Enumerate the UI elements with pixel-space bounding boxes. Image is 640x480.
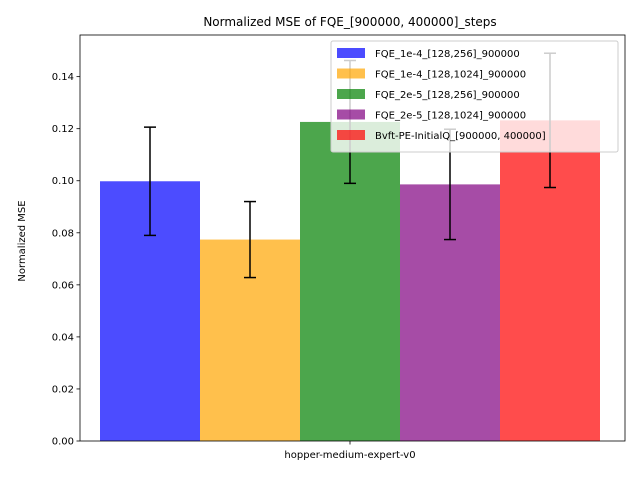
legend-swatch-5	[337, 130, 365, 140]
legend-label-4: FQE_2e-5_[128,1024]_900000	[375, 111, 526, 122]
y-axis: 0.00 0.02 0.04 0.06 0.08 0.10 0.12 0.14	[52, 72, 80, 448]
legend-frame	[330, 40, 619, 153]
x-axis: hopper-medium-expert-v0	[284, 441, 416, 461]
y-tick-label: 0.02	[52, 384, 74, 395]
legend-swatch-4	[337, 109, 365, 120]
legend: FQE_1e-4_[128,256]_900000 FQE_1e-4_[128,1…	[330, 40, 619, 153]
y-tick-label: 0.04	[52, 332, 74, 343]
y-tick-label: 0.10	[52, 176, 74, 187]
legend-label-5: Bvft-PE-InitialQ_[900000, 400000]	[375, 131, 546, 142]
y-tick-label: 0.00	[52, 437, 74, 448]
chart-title: Normalized MSE of FQE_[900000, 400000]_s…	[203, 15, 496, 29]
y-tick-label: 0.08	[52, 228, 74, 239]
legend-swatch-3	[337, 89, 365, 99]
legend-label-2: FQE_1e-4_[128,1024]_900000	[375, 70, 526, 81]
y-tick-label: 0.14	[52, 72, 74, 83]
plot-frame	[79, 34, 626, 442]
legend-label-1: FQE_1e-4_[128,256]_900000	[375, 49, 520, 60]
y-axis-label: Normalized MSE	[17, 200, 28, 281]
legend-label-3: FQE_2e-5_[128,256]_900000	[375, 90, 520, 101]
legend-swatch-2	[337, 68, 365, 79]
x-tick-label: hopper-medium-expert-v0	[284, 450, 415, 461]
y-tick-label: 0.06	[52, 280, 74, 291]
legend-swatch-1	[337, 48, 365, 58]
y-tick-label: 0.12	[52, 124, 74, 135]
